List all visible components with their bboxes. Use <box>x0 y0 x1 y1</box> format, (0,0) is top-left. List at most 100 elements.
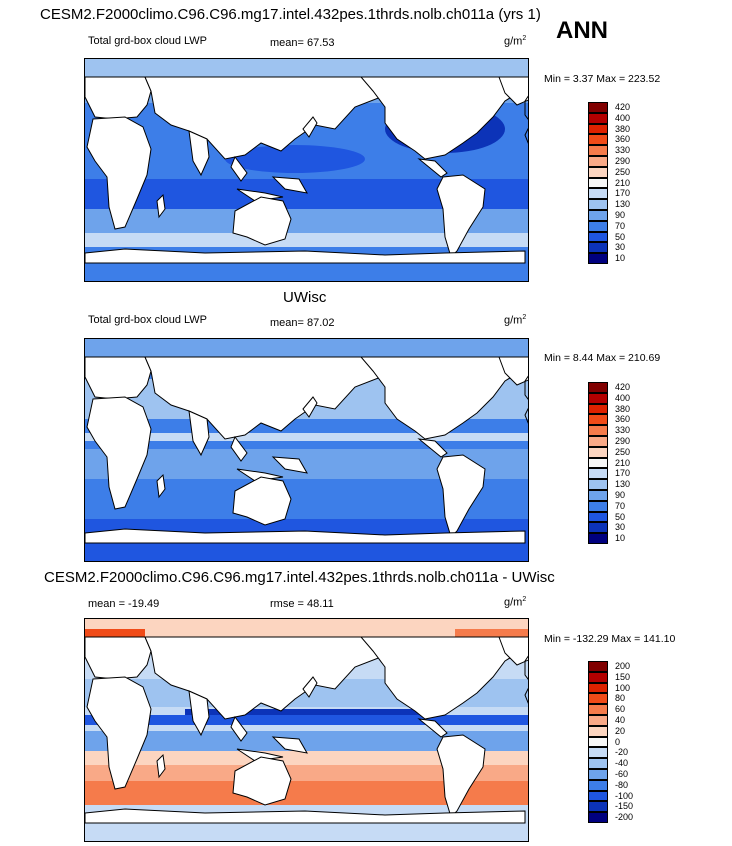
colorbar-swatch <box>588 425 608 436</box>
colorbar-tick-label: 420 <box>615 382 631 392</box>
colorbar-tick-label: 250 <box>615 446 631 457</box>
season-label: ANN <box>556 17 608 44</box>
colorbar-tick-label: -80 <box>615 779 629 790</box>
colorbar-swatch <box>588 715 608 726</box>
colorbar-swatch <box>588 436 608 447</box>
colorbar-tick-label: 360 <box>615 414 631 425</box>
colorbar-swatch <box>588 446 608 458</box>
colorbar-swatch <box>588 457 608 469</box>
colorbar-tick-label: 330 <box>615 425 631 436</box>
colorbar-tick-label: 50 <box>615 511 626 522</box>
colorbar-swatch <box>588 220 608 232</box>
colorbar-swatch <box>588 779 608 791</box>
colorbar-swatch <box>588 210 608 221</box>
colorbar-tick-label: 210 <box>615 457 631 468</box>
colorbar-tick-label: 170 <box>615 468 631 479</box>
colorbar-tick-label: 50 <box>615 231 626 242</box>
colorbar-tick-label: -150 <box>615 801 634 812</box>
colorbar-swatch <box>588 533 608 544</box>
colorbar-tick-label: 400 <box>615 112 631 123</box>
colorbar-tick-label: 70 <box>615 500 626 511</box>
panel1-map <box>84 58 529 282</box>
colorbar-tick-label: 20 <box>615 725 626 736</box>
colorbar-tick-label: 360 <box>615 134 631 145</box>
colorbar-tick-label: 100 <box>615 682 631 693</box>
colorbar-swatch <box>588 812 608 823</box>
panel3-units: g/m2 <box>504 596 527 609</box>
colorbar-tick-label: 170 <box>615 188 631 199</box>
colorbar-tick-label: -100 <box>615 790 634 801</box>
colorbar-tick-label: -20 <box>615 747 629 758</box>
colorbar-tick-label: 90 <box>615 210 626 220</box>
colorbar-swatch <box>588 522 608 534</box>
colorbar-swatch <box>588 382 608 393</box>
colorbar-swatch <box>588 392 608 404</box>
panel2-variable-label: Total grd-box cloud LWP <box>88 314 208 326</box>
colorbar-tick-label: -40 <box>615 758 629 769</box>
colorbar-swatch <box>588 747 608 759</box>
colorbar-swatch <box>588 231 608 243</box>
colorbar-tick-label: 130 <box>615 199 631 210</box>
colorbar-tick-label: 60 <box>615 704 626 715</box>
colorbar-swatch <box>588 242 608 254</box>
colorbar-swatch <box>588 500 608 512</box>
colorbar-tick-label: 290 <box>615 156 631 166</box>
colorbar-tick-label: -60 <box>615 769 629 779</box>
case-title: CESM2.F2000climo.C96.C96.mg17.intel.432p… <box>40 6 541 23</box>
panel2-mean: mean= 87.02 <box>270 317 335 329</box>
colorbar-swatch <box>588 468 608 480</box>
colorbar-tick-label: 380 <box>615 403 631 414</box>
colorbar-tick-label: 420 <box>615 102 631 112</box>
colorbar-swatch <box>588 188 608 200</box>
panel1-mean: mean= 67.53 <box>270 37 335 49</box>
colorbar-swatch <box>588 758 608 769</box>
colorbar-tick-label: 400 <box>615 392 631 403</box>
colorbar-tick-label: 40 <box>615 715 626 725</box>
colorbar-tick-label: 150 <box>615 671 631 682</box>
colorbar-swatch <box>588 671 608 683</box>
colorbar-swatch <box>588 145 608 156</box>
colorbar-swatch <box>588 403 608 415</box>
colorbar-swatch <box>588 479 608 490</box>
colorbar-swatch <box>588 177 608 189</box>
panel1-units: g/m2 <box>504 35 527 48</box>
panel2-units: g/m2 <box>504 314 527 327</box>
panel1-minmax: Min = 3.37 Max = 223.52 <box>544 73 661 85</box>
colorbar-swatch <box>588 123 608 135</box>
colorbar-swatch <box>588 682 608 694</box>
colorbar-tick-label: 70 <box>615 220 626 231</box>
colorbar-swatch <box>588 801 608 813</box>
colorbar-swatch <box>588 414 608 426</box>
colorbar-tick-label: 10 <box>615 533 626 544</box>
colorbar-swatch <box>588 704 608 715</box>
colorbar-tick-label: 330 <box>615 145 631 156</box>
colorbar-swatch <box>588 693 608 705</box>
colorbar-swatch <box>588 112 608 124</box>
colorbar-swatch <box>588 511 608 523</box>
colorbar-swatch <box>588 490 608 501</box>
colorbar-tick-label: 0 <box>615 736 621 747</box>
colorbar-tick-label: 200 <box>615 661 631 671</box>
colorbar-swatch <box>588 199 608 210</box>
colorbar-swatch <box>588 736 608 748</box>
colorbar-swatch <box>588 102 608 113</box>
colorbar-tick-label: 30 <box>615 522 626 533</box>
colorbar-swatch <box>588 156 608 167</box>
colorbar-swatch <box>588 134 608 146</box>
colorbar-swatch <box>588 661 608 672</box>
panel2-minmax: Min = 8.44 Max = 210.69 <box>544 352 661 364</box>
colorbar-swatch <box>588 769 608 780</box>
colorbar-swatch <box>588 725 608 737</box>
panel3-minmax: Min = -132.29 Max = 141.10 <box>544 633 676 645</box>
colorbar-tick-label: 290 <box>615 436 631 446</box>
panel3-map <box>84 618 529 842</box>
colorbar-tick-label: 10 <box>615 253 626 264</box>
colorbar-tick-label: -200 <box>615 812 634 823</box>
colorbar-swatch <box>588 790 608 802</box>
colorbar-tick-label: 90 <box>615 490 626 500</box>
colorbar-tick-label: 210 <box>615 177 631 188</box>
colorbar-tick-label: 130 <box>615 479 631 490</box>
panel3-rmse: rmse = 48.11 <box>270 598 334 610</box>
panel2-section-title: UWisc <box>283 289 327 306</box>
panel3-mean: mean = -19.49 <box>88 598 160 610</box>
